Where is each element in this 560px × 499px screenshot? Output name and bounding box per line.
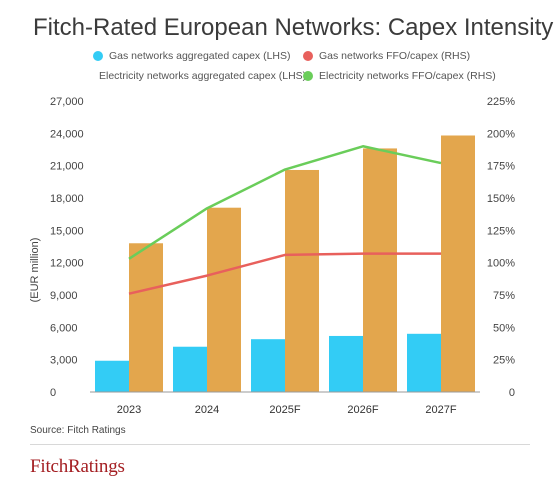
bars-group (95, 135, 475, 392)
legend-label-gas-ffo: Gas networks FFO/capex (RHS) (319, 50, 471, 62)
y2-tick-label: 225% (487, 96, 515, 108)
bar-elec-capex (285, 169, 319, 392)
bar-gas-capex (173, 346, 207, 392)
divider (30, 444, 530, 445)
y-tick-label: 15,000 (50, 225, 84, 237)
y-axis-label: (EUR million) (29, 238, 41, 303)
bar-gas-capex (329, 335, 363, 392)
source-note: Source: Fitch Ratings (30, 425, 126, 436)
x-tick-label: 2023 (117, 404, 141, 416)
y2-tick-label: 75% (493, 290, 515, 302)
y-tick-label: 24,000 (50, 128, 84, 140)
y-tick-label: 9,000 (50, 290, 78, 302)
bar-elec-capex (129, 243, 163, 392)
y-tick-label: 3,000 (50, 355, 78, 367)
y2-tick-label: 200% (487, 128, 515, 140)
legend-item-gas-ffo: Gas networks FFO/capex (RHS) (303, 50, 470, 62)
legend: Gas networks aggregated capex (LHS) Gas … (93, 46, 533, 86)
legend-swatch-elec-ffo (303, 71, 313, 81)
bar-elec-capex (441, 135, 475, 392)
y-tick-label: 0 (50, 387, 56, 399)
line-gas-ffo (128, 252, 441, 295)
y2-tick-label: 100% (487, 258, 515, 270)
line-elec-ffo (128, 145, 442, 260)
bar-elec-capex (363, 148, 397, 392)
x-tick-label: 2027F (425, 404, 456, 416)
y-tick-label: 12,000 (50, 258, 84, 270)
legend-label-elec-ffo: Electricity networks FFO/capex (RHS) (319, 70, 496, 82)
x-tick-label: 2025F (269, 404, 300, 416)
y2-tick-label: 125% (487, 225, 515, 237)
lines-group (128, 145, 442, 295)
legend-label-gas-capex: Gas networks aggregated capex (LHS) (109, 50, 291, 62)
legend-swatch-gas-capex (93, 51, 103, 61)
x-tick-label: 2024 (195, 404, 219, 416)
y2-tick-label: 175% (487, 161, 515, 173)
bar-gas-capex (95, 360, 129, 392)
fitch-ratings-logo: FitchRatings (30, 456, 125, 477)
legend-item-elec-capex: Electricity networks aggregated capex (L… (93, 70, 307, 82)
bar-gas-capex (251, 339, 285, 392)
chart-title: Fitch-Rated European Networks: Capex Int… (33, 14, 554, 41)
legend-item-elec-ffo: Electricity networks FFO/capex (RHS) (303, 70, 496, 82)
chart-plot: 2023 2024 2025F 2026F 2027F 0 3,000 6,000 9,000 1… (29, 96, 515, 416)
legend-swatch-gas-ffo (303, 51, 313, 61)
y-tick-label: 21,000 (50, 161, 84, 173)
y-tick-label: 18,000 (50, 193, 84, 205)
y-tick-label: 27,000 (50, 96, 84, 108)
y2-tick-label: 50% (493, 322, 515, 334)
y2-tick-label: 0 (509, 387, 515, 399)
bar-elec-capex (207, 207, 241, 392)
bar-gas-capex (407, 333, 441, 392)
axes-group: 2023 2024 2025F 2026F 2027F 0 3,000 6,000 9,000 1… (50, 96, 515, 416)
x-tick-label: 2026F (347, 404, 378, 416)
y2-tick-label: 25% (493, 355, 515, 367)
y-tick-label: 6,000 (50, 322, 78, 334)
legend-label-elec-capex: Electricity networks aggregated capex (L… (99, 70, 307, 82)
legend-item-gas-capex: Gas networks aggregated capex (LHS) (93, 50, 303, 62)
y2-tick-label: 150% (487, 193, 515, 205)
